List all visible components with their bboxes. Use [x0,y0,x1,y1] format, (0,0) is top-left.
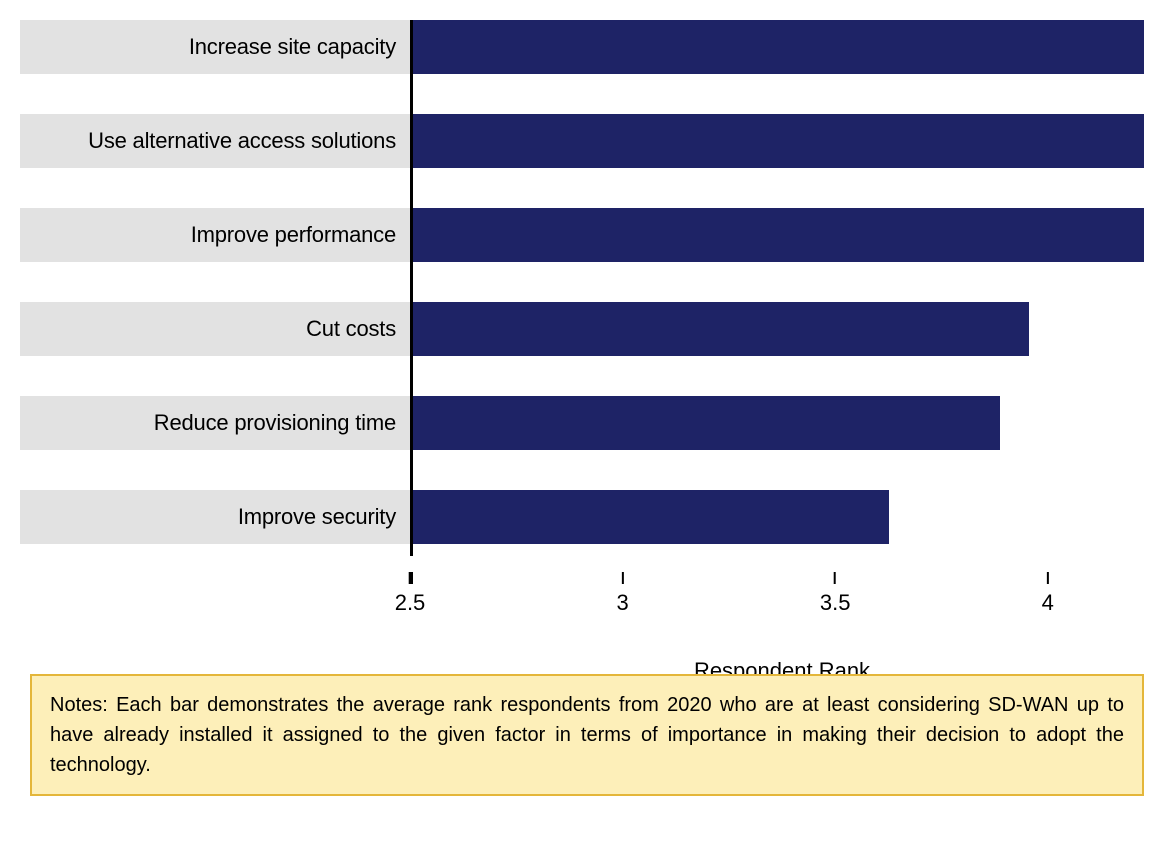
category-label: Improve performance [20,208,410,262]
category-label: Improve security [20,490,410,544]
notes-text: Notes: Each bar demonstrates the average… [50,694,1124,776]
x-tick-label: 3.5 [820,590,851,616]
chart-row: Improve performance [20,208,1154,262]
y-axis-line [410,20,413,556]
bar-chart: Increase site capacity Use alternative ac… [20,20,1154,684]
x-tick: 2.5 [395,584,426,616]
bar-cell [410,396,1154,450]
x-tick-label: 3 [616,590,628,616]
x-tick: 3.5 [820,584,851,616]
category-label: Cut costs [20,302,410,356]
x-tick: 3 [616,584,628,616]
bar [413,396,1000,450]
chart-row: Use alternative access solutions [20,114,1154,168]
category-label: Reduce provisioning time [20,396,410,450]
chart-row: Reduce provisioning time [20,396,1154,450]
notes-box: Notes: Each bar demonstrates the average… [30,674,1144,796]
bar-cell [410,20,1154,74]
category-label: Use alternative access solutions [20,114,410,168]
bar [413,20,1144,74]
category-label: Increase site capacity [20,20,410,74]
bar-cell [410,208,1154,262]
bar [413,208,1144,262]
bar [413,114,1144,168]
bar-cell [410,490,1154,544]
x-axis: 2.533.54 [410,584,1154,644]
bar [413,302,1029,356]
chart-rows: Increase site capacity Use alternative ac… [20,20,1154,544]
chart-row: Increase site capacity [20,20,1154,74]
bar-cell [410,302,1154,356]
chart-row: Improve security [20,490,1154,544]
bar [413,490,889,544]
x-tick-label: 2.5 [395,590,426,616]
bar-cell [410,114,1154,168]
x-tick: 4 [1042,584,1054,616]
chart-row: Cut costs [20,302,1154,356]
x-tick-label: 4 [1042,590,1054,616]
